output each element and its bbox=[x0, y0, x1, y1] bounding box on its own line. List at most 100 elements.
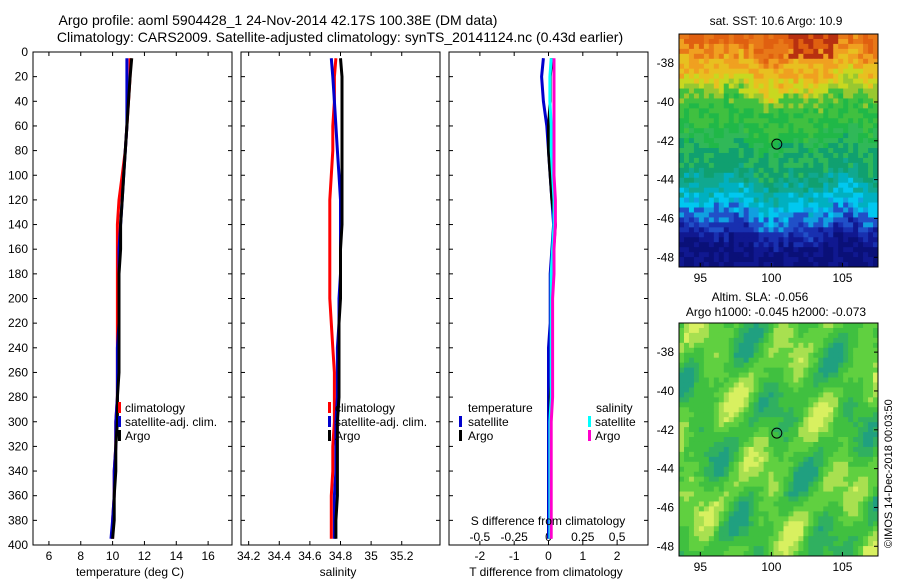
map-cell bbox=[823, 237, 829, 243]
map-cell bbox=[698, 377, 705, 383]
map-cell bbox=[793, 237, 799, 243]
map-cell bbox=[833, 232, 839, 238]
map-cell bbox=[679, 103, 685, 109]
map-cell bbox=[808, 531, 814, 537]
map-cell bbox=[679, 133, 685, 139]
map-cell bbox=[723, 337, 730, 344]
map-cell bbox=[748, 456, 755, 463]
map-cell bbox=[873, 382, 879, 388]
depth-tick-label: 180 bbox=[8, 267, 28, 281]
map-cell bbox=[733, 402, 740, 408]
map-cell bbox=[768, 387, 774, 393]
map-cell bbox=[713, 88, 720, 94]
map-cell bbox=[743, 526, 750, 532]
map-cell bbox=[858, 362, 864, 369]
map-cell bbox=[743, 108, 750, 114]
map-cell bbox=[873, 446, 879, 453]
map-cell bbox=[743, 128, 750, 134]
map-cell bbox=[868, 118, 874, 124]
map-cell bbox=[803, 367, 809, 373]
map-cell bbox=[793, 536, 799, 542]
map-cell bbox=[738, 367, 745, 373]
map-cell bbox=[773, 128, 779, 134]
map-cell bbox=[698, 446, 705, 453]
map-cell bbox=[768, 34, 774, 40]
map-cell bbox=[843, 397, 849, 403]
map-cell bbox=[813, 352, 819, 359]
map-cell bbox=[698, 352, 705, 359]
map-cell bbox=[698, 461, 705, 468]
map-cell bbox=[698, 237, 705, 243]
map-cell bbox=[698, 48, 705, 55]
map-cell bbox=[708, 516, 715, 522]
legend-swatch-climatology bbox=[328, 402, 331, 413]
map-cell bbox=[803, 362, 809, 369]
map-cell bbox=[708, 83, 715, 89]
map-cell bbox=[758, 372, 764, 378]
map-cell bbox=[823, 93, 829, 99]
map-cell bbox=[693, 182, 700, 189]
map-cell bbox=[743, 367, 750, 373]
map-cell bbox=[783, 362, 789, 369]
map-cell bbox=[713, 461, 720, 468]
map-cell bbox=[708, 476, 715, 483]
map-cell bbox=[708, 222, 715, 228]
map-cell bbox=[748, 367, 755, 373]
map-cell bbox=[743, 162, 750, 169]
map-cell bbox=[873, 222, 879, 228]
map-cell bbox=[688, 53, 695, 60]
map-cell bbox=[848, 327, 854, 334]
map-cell bbox=[703, 511, 710, 517]
map-cell bbox=[743, 242, 750, 248]
map-cell bbox=[803, 352, 809, 359]
map-cell bbox=[858, 437, 864, 443]
map-cell bbox=[718, 108, 725, 114]
map-cell bbox=[733, 207, 740, 213]
map-cell bbox=[768, 432, 774, 438]
map-cell bbox=[683, 83, 690, 89]
map-cell bbox=[748, 128, 755, 134]
map-cell bbox=[748, 461, 755, 468]
map-cell bbox=[873, 73, 879, 80]
map-cell bbox=[803, 73, 809, 80]
map-cell bbox=[773, 551, 779, 557]
map-cell bbox=[838, 83, 844, 89]
map-cell bbox=[763, 212, 769, 218]
map-cell bbox=[738, 34, 745, 40]
map-cell bbox=[808, 466, 814, 473]
map-cell bbox=[758, 546, 764, 552]
map-cell bbox=[703, 476, 710, 483]
map-cell bbox=[679, 377, 685, 383]
map-cell bbox=[858, 536, 864, 542]
map-cell bbox=[688, 417, 695, 423]
map-cell bbox=[828, 172, 834, 179]
map-cell bbox=[703, 481, 710, 487]
map-cell bbox=[803, 133, 809, 139]
map-cell bbox=[693, 167, 700, 174]
map-cell bbox=[813, 167, 819, 174]
map-cell bbox=[683, 43, 690, 50]
map-cell bbox=[863, 521, 869, 527]
map-cell bbox=[718, 471, 725, 478]
map-cell bbox=[848, 382, 854, 388]
map-cell bbox=[688, 412, 695, 418]
map-cell bbox=[718, 516, 725, 522]
map-cell bbox=[838, 441, 844, 448]
map-cell bbox=[868, 382, 874, 388]
map-cell bbox=[708, 252, 715, 258]
map-cell bbox=[733, 491, 740, 497]
map-cell bbox=[748, 446, 755, 453]
map-cell bbox=[728, 432, 735, 438]
map-cell bbox=[708, 392, 715, 398]
map-cell bbox=[753, 531, 760, 537]
map-lat-label: -44 bbox=[657, 462, 675, 476]
map-cell bbox=[753, 516, 760, 522]
map-cell bbox=[833, 257, 839, 263]
map-cell bbox=[763, 531, 769, 537]
map-cell bbox=[763, 506, 769, 512]
map-cell bbox=[848, 536, 854, 542]
map-cell bbox=[853, 68, 859, 75]
map-cell bbox=[848, 262, 854, 268]
map-cell bbox=[848, 172, 854, 179]
map-cell bbox=[813, 68, 819, 75]
